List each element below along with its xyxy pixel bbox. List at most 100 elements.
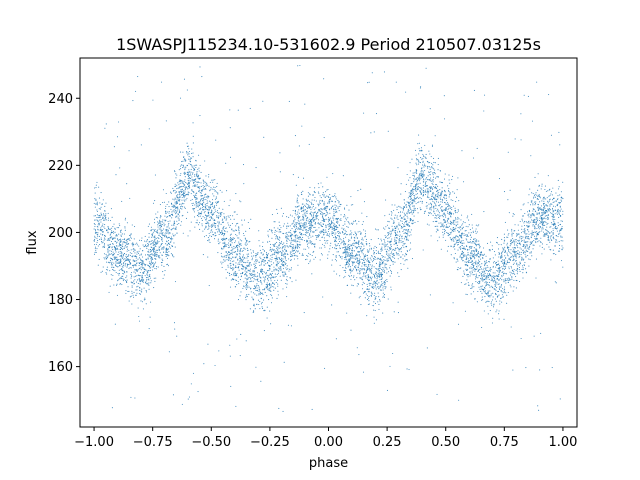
data-point	[345, 266, 347, 268]
data-point	[487, 295, 489, 297]
data-point	[166, 228, 168, 230]
data-point	[381, 256, 384, 258]
data-point	[242, 268, 244, 270]
data-point	[481, 277, 483, 279]
data-point	[255, 262, 257, 264]
data-point	[200, 171, 202, 174]
data-point	[122, 243, 124, 245]
data-point	[457, 226, 459, 229]
data-point	[389, 254, 391, 256]
data-point	[231, 267, 233, 269]
data-point	[180, 205, 183, 207]
data-point	[120, 258, 122, 260]
data-point	[295, 226, 298, 228]
data-point	[129, 254, 131, 256]
data-point	[418, 173, 421, 175]
data-point	[348, 209, 350, 211]
data-point	[98, 224, 101, 226]
data-point	[358, 263, 360, 265]
data-point	[183, 159, 185, 161]
data-point	[142, 260, 144, 262]
data-point	[489, 296, 491, 298]
data-point	[161, 232, 163, 234]
data-point	[533, 244, 535, 246]
data-point	[402, 243, 404, 245]
data-point	[238, 253, 240, 255]
data-point	[410, 198, 412, 200]
data-point	[194, 204, 196, 206]
data-point	[387, 246, 389, 248]
data-point	[384, 265, 386, 267]
data-point	[524, 244, 526, 246]
data-point	[270, 284, 272, 286]
data-point	[505, 273, 507, 275]
data-point	[436, 190, 438, 192]
data-point	[98, 216, 101, 218]
data-point	[448, 188, 450, 190]
data-point	[235, 246, 238, 248]
data-point	[343, 277, 345, 279]
data-point	[362, 258, 364, 261]
data-point	[406, 259, 408, 261]
data-point	[355, 265, 357, 267]
data-point	[516, 262, 518, 264]
data-point	[479, 255, 481, 257]
data-point	[223, 200, 225, 202]
data-point	[143, 272, 145, 275]
data-point	[138, 250, 140, 252]
data-point	[562, 213, 564, 215]
data-point	[516, 245, 518, 247]
data-point	[356, 347, 358, 349]
data-point	[389, 248, 391, 250]
data-point	[418, 197, 420, 199]
data-point	[150, 250, 152, 252]
data-point	[238, 230, 240, 232]
data-point	[112, 266, 114, 268]
data-point	[343, 237, 345, 239]
data-point	[552, 249, 554, 251]
data-point	[498, 279, 500, 281]
data-point	[284, 252, 286, 254]
data-point	[337, 206, 339, 208]
data-point	[281, 215, 284, 217]
data-point	[197, 175, 200, 177]
data-point	[482, 257, 484, 259]
data-point	[506, 278, 508, 280]
data-point	[556, 230, 558, 232]
data-point	[283, 361, 285, 363]
data-point	[118, 223, 120, 225]
data-point	[303, 227, 305, 229]
data-point	[350, 196, 352, 198]
data-point	[94, 219, 96, 221]
data-point	[416, 164, 418, 166]
data-point	[97, 229, 99, 231]
data-point	[384, 242, 386, 244]
data-point	[273, 248, 275, 251]
data-point	[160, 236, 162, 239]
data-point	[315, 234, 317, 237]
data-point	[361, 239, 363, 241]
data-point	[533, 220, 535, 222]
data-point	[379, 258, 381, 261]
data-point	[402, 240, 404, 243]
data-point	[466, 254, 468, 256]
data-point	[270, 275, 272, 277]
data-point	[342, 240, 344, 243]
data-point	[204, 210, 206, 213]
data-point	[435, 207, 437, 209]
data-point	[327, 216, 330, 218]
data-point	[154, 239, 156, 241]
data-point	[103, 226, 105, 228]
data-point	[229, 109, 231, 111]
data-point	[235, 253, 237, 255]
data-point	[246, 278, 248, 280]
data-point	[336, 248, 338, 250]
data-point	[300, 226, 302, 228]
data-point	[230, 264, 232, 267]
data-point	[539, 230, 541, 233]
data-point	[184, 194, 186, 196]
data-point	[433, 210, 435, 212]
data-point	[276, 238, 279, 240]
data-point	[240, 261, 242, 263]
data-point	[233, 251, 235, 253]
